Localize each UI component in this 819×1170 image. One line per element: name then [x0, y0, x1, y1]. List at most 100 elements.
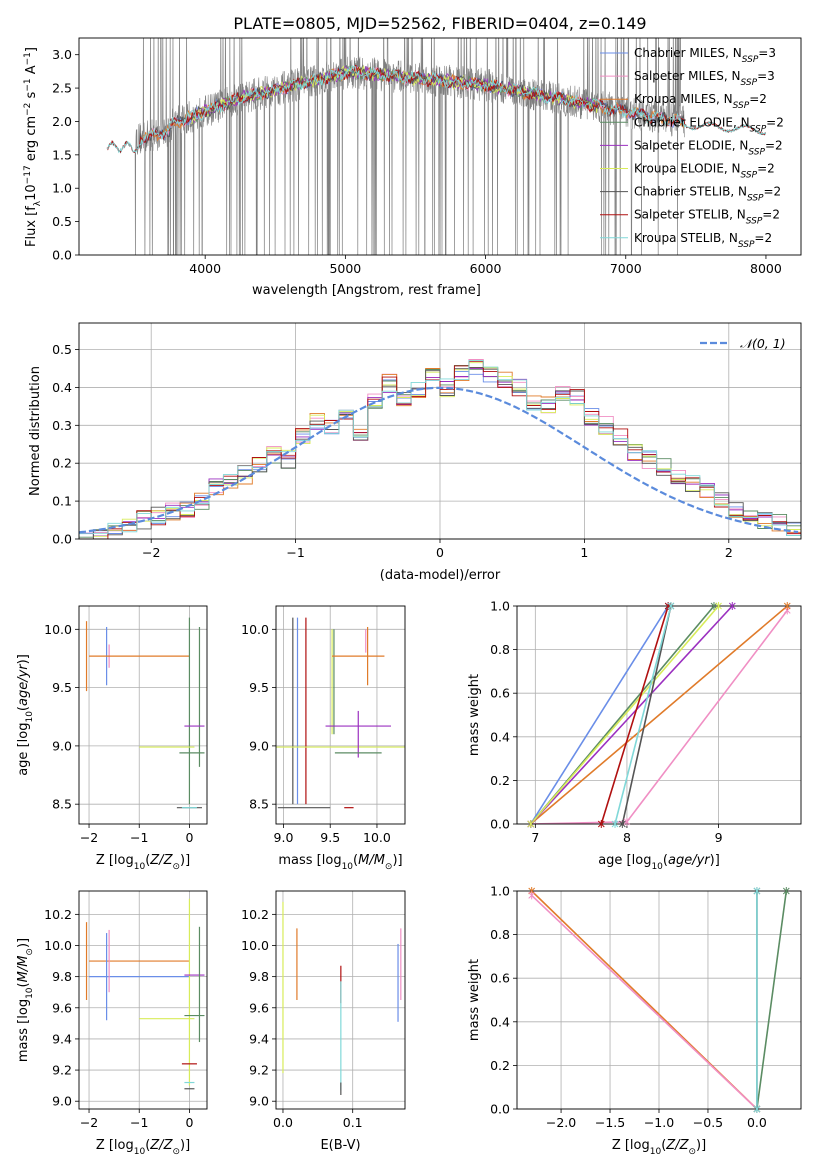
weight-vs-Z-axes: −2.0 −1.5 −1.0 −0.5 0.0 0.0 0.2 0.4 0.6 0.8 1.0 Z [… [467, 884, 802, 1157]
x-tick-label: 0 [185, 1115, 193, 1130]
y-tick-label: 9.5 [52, 680, 72, 695]
weight-line-3 [530, 606, 788, 824]
y-tick-label: 9.0 [52, 1094, 72, 1109]
weight-marker [753, 1105, 761, 1113]
x-tick-label: 0.0 [747, 1115, 767, 1130]
y-tick-label: 3.0 [52, 47, 72, 62]
weight-marker [623, 817, 631, 826]
y-tick-label: 0.4 [490, 1014, 510, 1029]
y-tick-label: 9.6 [52, 1000, 72, 1015]
axes-frame [78, 37, 802, 256]
y-tick-label: 9.8 [52, 969, 72, 984]
mass-vs-Z-axes: −2 −1 0 9.0 9.2 9.4 9.6 9.8 10.0 10.2 Z [log10(Z/Z… [16, 890, 208, 1157]
x-tick-label: 8 [623, 830, 631, 845]
weight-vs-age-marks [530, 606, 788, 824]
y-tick-label: 10.0 [241, 622, 269, 637]
legend-entry: Kroupa MILES, NSSP=2 [634, 92, 767, 111]
axes-frame [275, 890, 406, 1110]
x-tick-label: 5000 [329, 261, 361, 276]
y-tick-label: 0.4 [490, 729, 510, 744]
axes-frame [78, 605, 208, 825]
y-tick-label: 2.5 [52, 81, 72, 96]
spectrum-axes: 4000 5000 6000 7000 8000 0.0 0.5 1.0 1.5 2.0 2.5 3.… [23, 37, 802, 298]
y-tick-label: 9.8 [249, 969, 269, 984]
y-tick-label: 1.5 [52, 147, 72, 162]
weight-marker [753, 887, 761, 895]
y-tick-label: 9.4 [52, 1031, 72, 1046]
weight-vs-age-x-label: age [log10(age/yr)] [598, 853, 720, 872]
axes-frame [78, 890, 208, 1110]
weight-line-8 [600, 606, 669, 824]
x-tick-label: 0.1 [343, 1115, 363, 1130]
x-tick-label: 0 [436, 545, 444, 560]
y-tick-label: 8.5 [249, 797, 269, 812]
weight-vs-age-y-label: mass weight [467, 674, 482, 756]
age-vs-Z-y-label: age [log10(age/yr)] [16, 654, 35, 776]
x-tick-label: 9.5 [320, 830, 340, 845]
x-tick-label: 10.0 [363, 830, 391, 845]
x-tick-label: 2 [725, 545, 733, 560]
y-tick-label: 9.5 [249, 680, 269, 695]
x-tick-label: −1 [130, 830, 148, 845]
x-tick-label: 9 [715, 830, 723, 845]
age-vs-mass-axes: 9.0 9.5 10.0 8.5 9.0 9.5 10.0 mass [log10(M/M⊙)… [241, 605, 406, 872]
gaussian-curve [79, 386, 799, 534]
residual-y-label: Normed distribution [28, 366, 43, 496]
residual-histogram-9 [79, 360, 801, 539]
y-tick-label: 10.2 [241, 907, 269, 922]
mass-vs-EBV-marks [282, 901, 402, 1095]
spectrum-marks [106, 38, 767, 255]
y-tick-label: 0.8 [490, 642, 510, 657]
y-tick-label: 9.0 [52, 738, 72, 753]
y-tick-label: 0.0 [52, 532, 72, 547]
age-vs-Z-x-label: Z [log10(Z/Z⊙)] [96, 853, 190, 872]
y-tick-label: 0.6 [490, 971, 510, 986]
weight-line-6 [530, 606, 720, 824]
y-tick-label: 0.3 [52, 418, 72, 433]
y-tick-label: 10.2 [44, 907, 72, 922]
y-tick-label: 1.0 [52, 181, 72, 196]
residuals-axes: −2 −1 0 1 2 0.0 0.1 0.2 0.3 0.4 0.5 𝒩(0, 1) (data-mo… [28, 322, 802, 583]
x-tick-label: −1.0 [644, 1115, 674, 1130]
legend-entry: Salpeter STELIB, NSSP=2 [634, 208, 780, 227]
residual-legend-entry: 𝒩(0, 1) [740, 336, 786, 351]
y-tick-label: 2.0 [52, 114, 72, 129]
legend-entry: Salpeter ELODIE, NSSP=2 [634, 138, 783, 157]
y-tick-label: 0.2 [490, 773, 510, 788]
y-tick-label: 9.2 [249, 1063, 269, 1078]
spectrum-x-label: wavelength [Angstrom, rest frame] [252, 283, 481, 298]
x-tick-label: 0 [185, 830, 193, 845]
y-tick-label: 1.0 [490, 884, 510, 899]
weight-line-9 [614, 606, 672, 824]
weight-marker [597, 820, 605, 828]
figure-title: PLATE=0805, MJD=52562, FIBERID=0404, z=0… [233, 14, 646, 33]
legend-entry: Kroupa STELIB, NSSP=2 [634, 231, 772, 250]
y-tick-label: 0.5 [52, 214, 72, 229]
y-tick-label: 10.0 [241, 938, 269, 953]
x-tick-label: 9.0 [274, 830, 294, 845]
y-tick-label: 9.0 [249, 1094, 269, 1109]
x-tick-label: −1 [286, 545, 304, 560]
x-tick-label: 4000 [189, 261, 221, 276]
age-vs-mass-marks [276, 617, 405, 809]
x-tick-label: 0.0 [273, 1115, 293, 1130]
weight-vs-Z-marks [531, 891, 788, 1109]
observed-spectrum-line [134, 38, 685, 255]
weight-marker [528, 891, 536, 900]
legend-entry: Salpeter MILES, NSSP=3 [634, 69, 775, 88]
age-vs-mass-x-label: mass [log10(M/M⊙)] [278, 853, 402, 872]
x-tick-label: 1 [580, 545, 588, 560]
y-tick-label: 0.2 [490, 1058, 510, 1073]
y-tick-label: 0.6 [490, 686, 510, 701]
y-tick-label: 9.6 [249, 1000, 269, 1015]
x-tick-label: −1.5 [595, 1115, 625, 1130]
spectrum-y-label: Flux [fλ10−17 erg cm−2 s−1 A−1] [23, 47, 43, 247]
weight-marker [667, 602, 675, 610]
y-tick-label: 9.0 [249, 738, 269, 753]
x-tick-label: −1 [130, 1115, 148, 1130]
weight-marker [527, 820, 535, 828]
x-tick-label: 7 [531, 830, 539, 845]
x-tick-label: −0.5 [693, 1115, 723, 1130]
spectrum-legend: Chabrier MILES, NSSP=3 Salpeter MILES, NS… [600, 46, 784, 250]
